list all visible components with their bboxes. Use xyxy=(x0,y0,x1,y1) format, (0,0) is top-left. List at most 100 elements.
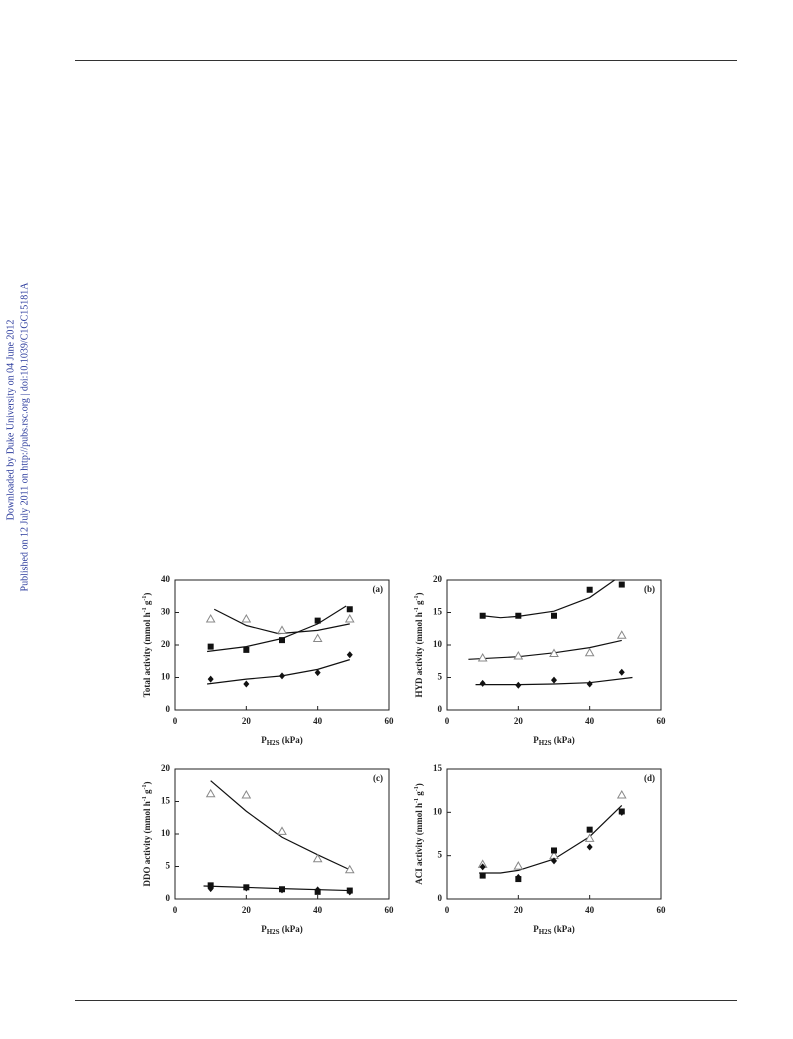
plot-frame xyxy=(174,579,390,711)
y-label-part: -1 xyxy=(414,786,420,791)
x-label-part: P xyxy=(261,735,267,745)
x-label-part: P xyxy=(261,924,267,934)
x-tick-label: 0 xyxy=(173,905,178,915)
fit-curve xyxy=(479,804,623,874)
y-tick-label: 10 xyxy=(161,672,171,682)
square-marker xyxy=(586,826,593,833)
diamond-marker xyxy=(314,886,321,894)
y-label-part: Total activity (mmol h xyxy=(142,612,152,697)
x-tick-label: 40 xyxy=(313,716,323,726)
y-tick-label: 0 xyxy=(438,704,443,714)
square-marker xyxy=(479,872,486,879)
y-tick-label: 10 xyxy=(433,806,443,816)
x-label-part: P xyxy=(533,924,539,934)
y-label-part: ACI activity (mmol h xyxy=(414,803,424,885)
diamond-marker xyxy=(314,669,321,677)
diamond-marker xyxy=(346,888,353,896)
triangle-marker xyxy=(312,633,323,642)
diamond-marker xyxy=(618,668,625,676)
x-tick-label: 60 xyxy=(385,905,395,915)
x-tick-label: 60 xyxy=(385,716,395,726)
triangle-marker xyxy=(513,861,524,870)
y-label-part: -1 xyxy=(142,796,148,801)
square-marker xyxy=(586,586,593,593)
y-tick-label: 20 xyxy=(433,574,443,584)
diamond-marker xyxy=(515,873,522,881)
diamond-marker xyxy=(243,884,250,892)
y-label-part: -1 xyxy=(414,798,420,803)
y-label-part: -1 xyxy=(414,607,420,612)
triangle-marker xyxy=(277,826,287,835)
fit-curve xyxy=(475,676,633,686)
x-tick-label: 60 xyxy=(657,716,667,726)
x-tick-label: 0 xyxy=(445,716,450,726)
square-marker xyxy=(479,612,486,619)
y-tick-label: 10 xyxy=(433,639,443,649)
diamond-marker xyxy=(346,651,353,659)
y-label-part: HYD activity (mmol h xyxy=(414,612,424,697)
x-axis-label: PH2S (kPa) xyxy=(261,924,303,936)
triangle-marker xyxy=(241,789,252,799)
x-label-part: P xyxy=(533,735,539,745)
y-axis-label: DDO activity (mmol h-1 g-1) xyxy=(142,782,152,887)
fit-curve xyxy=(468,639,622,660)
x-axis-label: PH2S (kPa) xyxy=(261,735,303,747)
x-label-part: H2S xyxy=(267,739,280,747)
y-tick-label: 5 xyxy=(166,861,171,871)
y-tick-label: 5 xyxy=(438,672,443,682)
triangle-marker xyxy=(241,613,252,623)
y-tick-label: 15 xyxy=(433,763,443,773)
panel-label: (a) xyxy=(373,584,384,594)
y-tick-label: 20 xyxy=(161,763,171,773)
diamond-marker xyxy=(279,886,285,894)
y-label-part: g xyxy=(414,791,424,798)
triangle-marker xyxy=(277,625,287,634)
square-marker xyxy=(314,617,321,624)
x-label-part: (kPa) xyxy=(280,924,303,934)
x-tick-label: 60 xyxy=(657,905,667,915)
diamond-marker xyxy=(243,680,250,688)
triangle-marker xyxy=(205,788,216,798)
diamond-marker xyxy=(586,680,593,688)
y-tick-label: 20 xyxy=(161,639,171,649)
square-marker xyxy=(279,637,285,644)
panel-label: (d) xyxy=(644,773,655,783)
x-axis-label: PH2S (kPa) xyxy=(533,924,575,936)
diamond-marker xyxy=(586,843,593,851)
y-tick-label: 10 xyxy=(161,828,171,838)
diamond-marker xyxy=(551,857,557,865)
x-tick-label: 0 xyxy=(173,716,178,726)
y-axis-label: HYD activity (mmol h-1 g-1) xyxy=(414,593,424,698)
x-label-part: (kPa) xyxy=(552,735,575,745)
x-label-part: H2S xyxy=(539,739,552,747)
triangle-marker xyxy=(584,647,595,657)
x-tick-label: 20 xyxy=(242,905,252,915)
square-marker xyxy=(515,612,522,619)
fit-curve xyxy=(203,885,350,892)
panel-label: (c) xyxy=(373,773,383,783)
sidebar-download: Downloaded by Duke University on 04 June… xyxy=(5,320,16,521)
x-tick-label: 20 xyxy=(242,716,252,726)
plot-frame xyxy=(446,768,662,900)
x-label-part: (kPa) xyxy=(552,924,575,934)
y-tick-label: 40 xyxy=(161,574,171,584)
y-label-part: ) xyxy=(414,783,424,786)
plot-frame xyxy=(446,579,662,711)
fit-curve xyxy=(207,659,350,685)
y-label-part: ) xyxy=(142,782,152,785)
diamond-marker xyxy=(515,681,522,689)
square-marker xyxy=(618,581,625,588)
square-marker xyxy=(346,606,353,613)
x-label-part: H2S xyxy=(539,928,552,936)
y-label-part: ) xyxy=(142,593,152,596)
diamond-marker xyxy=(207,675,214,683)
square-marker xyxy=(551,612,557,619)
x-label-part: H2S xyxy=(267,928,280,936)
y-tick-label: 30 xyxy=(161,607,171,617)
diamond-marker xyxy=(207,885,214,893)
square-marker xyxy=(551,847,557,854)
y-axis-label: ACI activity (mmol h-1 g-1) xyxy=(414,783,424,885)
x-tick-label: 0 xyxy=(445,905,450,915)
